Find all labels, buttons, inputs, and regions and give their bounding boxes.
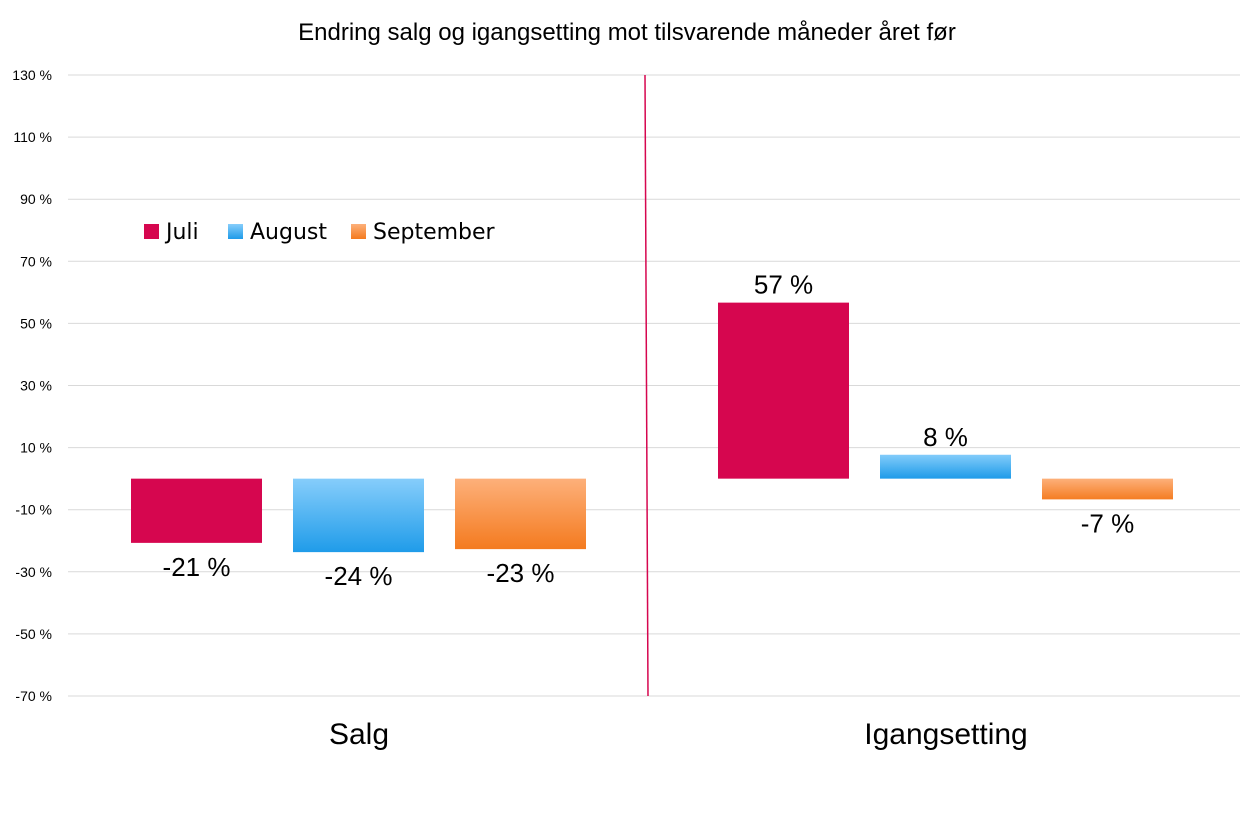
data-label: 57 % <box>754 270 813 300</box>
category-label: Igangsetting <box>864 718 1027 751</box>
legend-label: Juli <box>164 220 199 245</box>
legend: Juli August September <box>144 220 496 245</box>
y-tick-label: 30 % <box>20 378 52 394</box>
legend-label: September <box>373 220 496 245</box>
bar-september-salg <box>455 478 586 551</box>
y-tick-label: 90 % <box>20 191 52 207</box>
y-tick-label: -50 % <box>15 626 52 642</box>
y-axis-ticks: 130 % 110 % 90 % 70 % 50 % 30 % 10 % -10 % -30 %… <box>12 67 52 704</box>
category-divider-line <box>644 74 649 697</box>
bar-september-igangsetting <box>1042 478 1173 501</box>
y-tick-label: 50 % <box>20 315 52 331</box>
bar-august-salg <box>293 478 424 554</box>
y-tick-label: 70 % <box>20 253 52 269</box>
legend-label: August <box>250 220 327 245</box>
bar-juli-salg <box>131 478 262 544</box>
data-label: -23 % <box>487 558 555 588</box>
y-tick-label: 130 % <box>12 67 52 83</box>
data-label: -24 % <box>325 561 393 591</box>
data-label: 8 % <box>923 422 968 452</box>
bars <box>131 300 1173 555</box>
data-label: -7 % <box>1081 508 1134 538</box>
y-tick-label: 110 % <box>13 129 52 145</box>
legend-swatch-august <box>228 224 243 239</box>
data-label: -21 % <box>163 552 231 582</box>
data-labels: -21 % -24 % -23 % 57 % 8 % -7 % <box>163 270 1135 592</box>
y-tick-label: -70 % <box>15 688 52 704</box>
y-tick-label: 10 % <box>20 440 52 456</box>
bar-august-igangsetting <box>880 453 1011 479</box>
gridlines <box>68 74 1240 697</box>
bar-juli-igangsetting <box>718 301 849 479</box>
chart-title: Endring salg og igangsetting mot tilsvar… <box>298 19 956 46</box>
y-tick-label: -10 % <box>15 502 52 518</box>
category-labels: Salg Igangsetting <box>329 718 1028 751</box>
legend-swatch-juli <box>144 224 159 239</box>
y-tick-label: -30 % <box>15 564 52 580</box>
legend-swatch-september <box>351 224 366 239</box>
category-label: Salg <box>329 718 389 751</box>
